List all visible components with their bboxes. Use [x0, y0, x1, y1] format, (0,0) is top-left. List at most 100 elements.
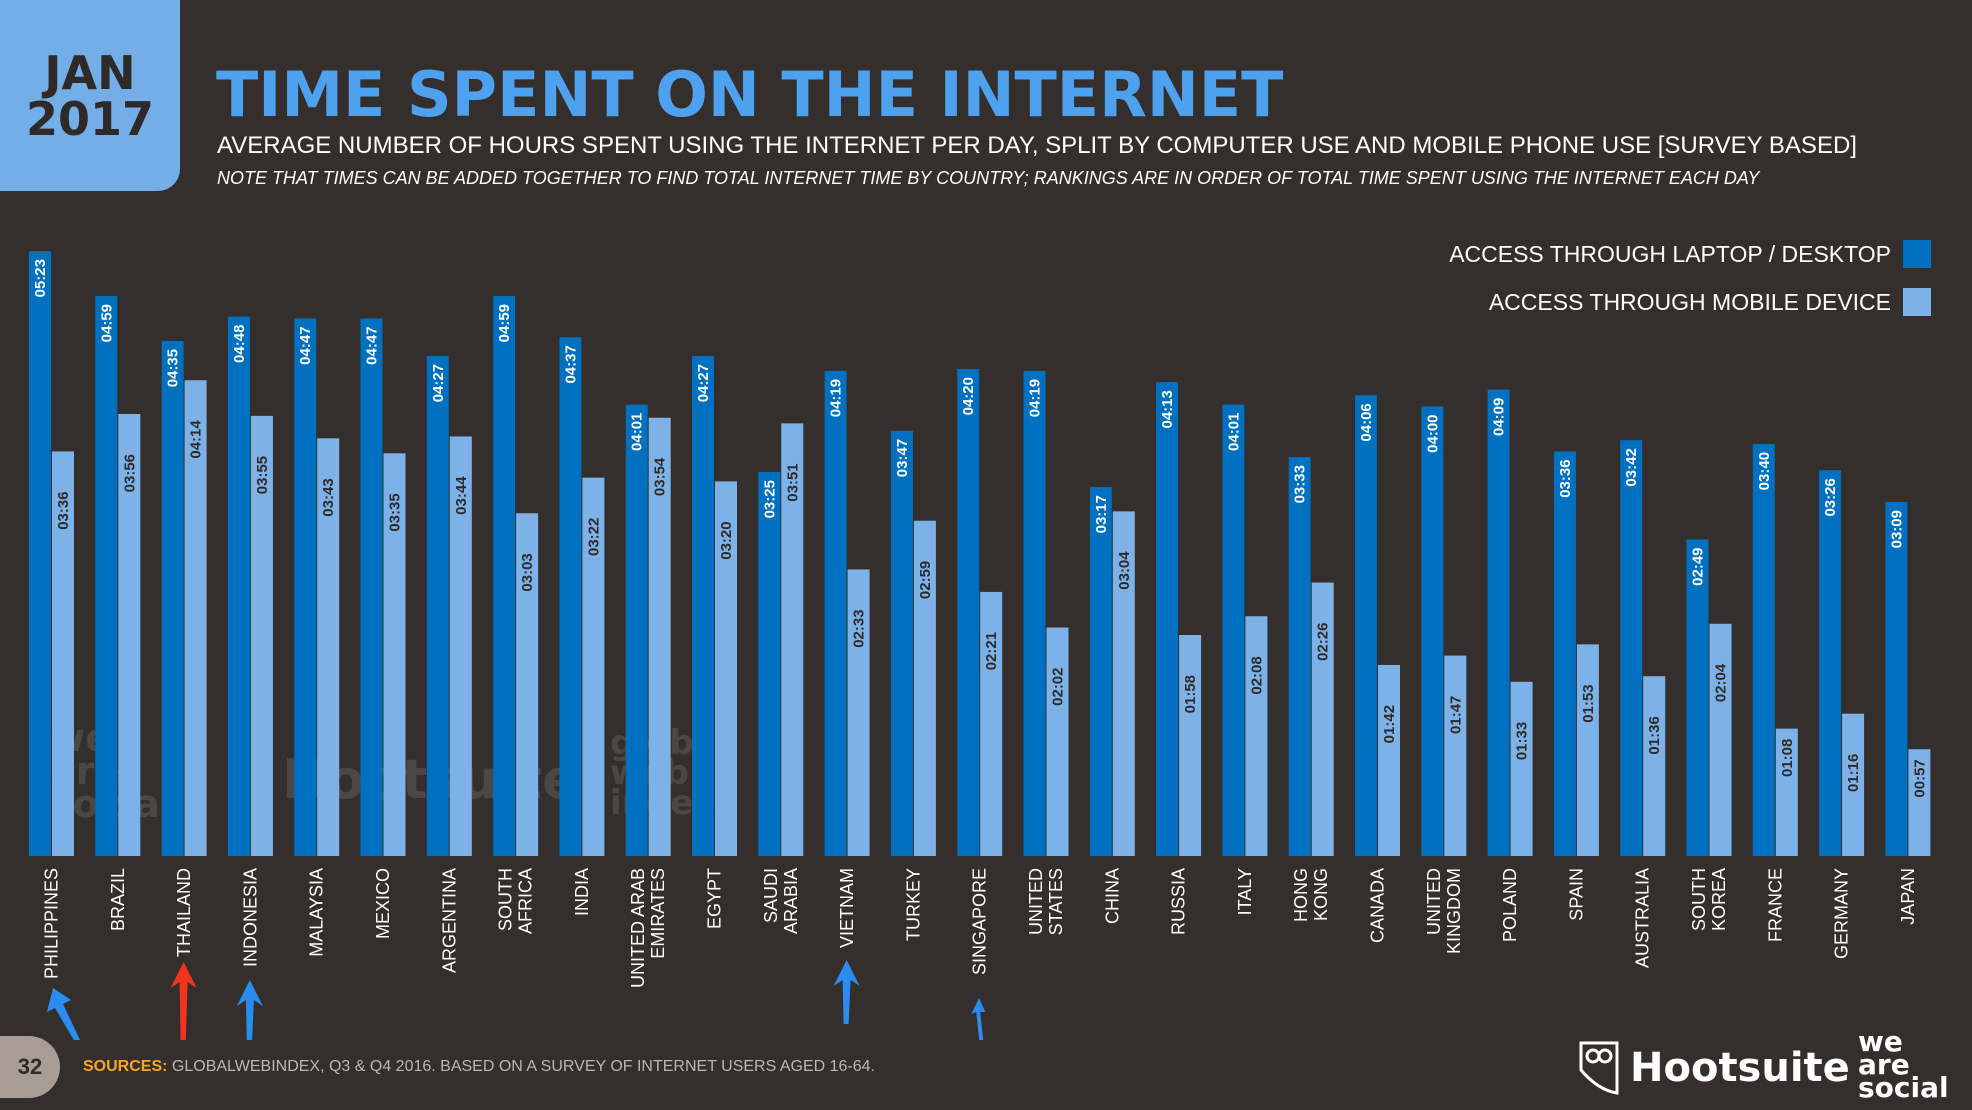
bar-desktop: [1553, 451, 1576, 856]
value-label-mobile: 02:59: [917, 561, 934, 599]
category-label: KONG: [1311, 868, 1331, 921]
value-label-mobile: 00:57: [1911, 759, 1928, 797]
sources-label: SOURCES:: [83, 1058, 168, 1075]
date-year: 2017: [25, 91, 155, 146]
bar-desktop: [1752, 443, 1775, 856]
legend-swatch-desktop: [1903, 240, 1931, 268]
value-label-desktop: 04:59: [496, 304, 513, 342]
value-label-mobile: 03:43: [320, 478, 337, 516]
red-arrow-icon: [170, 962, 197, 1040]
bar-desktop: [1885, 502, 1908, 856]
category-label: SINGAPORE: [970, 868, 990, 975]
value-label-desktop: 03:26: [1822, 478, 1839, 516]
bar-mobile: [1179, 634, 1202, 856]
bar-mobile: [1576, 644, 1599, 856]
category-label: THAILAND: [174, 868, 194, 957]
value-label-mobile: 01:16: [1845, 754, 1862, 792]
value-label-mobile: 03:54: [652, 457, 669, 496]
bar-desktop: [758, 472, 781, 856]
bar-mobile: [1444, 655, 1467, 856]
value-label-desktop: 04:48: [231, 325, 248, 363]
value-label-mobile: 02:33: [851, 609, 868, 647]
category-label: HONG: [1291, 868, 1311, 922]
category-label: UNITED ARAB: [628, 868, 648, 988]
value-label-desktop: 04:00: [1424, 414, 1441, 452]
owl-icon: [1579, 1041, 1619, 1095]
bar-mobile: [516, 513, 539, 856]
blue-arrow-icon: [236, 980, 263, 1040]
bar-desktop: [890, 430, 913, 856]
value-label-desktop: 03:33: [1292, 465, 1309, 503]
value-label-desktop: 03:47: [894, 439, 911, 477]
bar-mobile: [913, 520, 936, 856]
category-label: CANADA: [1368, 868, 1388, 943]
bar-mobile: [1046, 627, 1069, 856]
category-label: TURKEY: [903, 868, 923, 941]
bar-desktop: [559, 337, 582, 857]
category-label: POLAND: [1500, 868, 1520, 942]
value-label-mobile: 02:26: [1315, 623, 1332, 661]
value-label-mobile: 02:04: [1713, 663, 1730, 702]
legend-item-mobile: ACCESS THROUGH MOBILE DEVICE: [1489, 288, 1931, 316]
value-label-mobile: 02:21: [983, 632, 1000, 670]
bar-desktop: [161, 340, 184, 856]
bar-mobile: [1378, 664, 1400, 856]
legend-label-desktop: ACCESS THROUGH LAPTOP / DESKTOP: [1449, 240, 1891, 267]
bar-mobile: [582, 477, 605, 856]
category-label: MALAYSIA: [307, 868, 327, 957]
category-label: AUSTRALIA: [1633, 868, 1653, 968]
category-label: KOREA: [1709, 868, 1729, 931]
value-label-desktop: 03:42: [1623, 448, 1640, 486]
category-label: VIETNAM: [837, 868, 857, 948]
value-label-desktop: 04:01: [1225, 413, 1242, 451]
category-label: ITALY: [1235, 868, 1255, 915]
bar-mobile: [1245, 616, 1268, 856]
bar-mobile: [781, 423, 804, 856]
subtitle: AVERAGE NUMBER OF HOURS SPENT USING THE …: [217, 132, 1857, 159]
value-label-mobile: 02:08: [1248, 656, 1265, 694]
bar-mobile: [1709, 623, 1732, 856]
bar-mobile: [1510, 681, 1533, 856]
blue-arrow-icon: [47, 988, 81, 1040]
value-label-desktop: 04:13: [1159, 390, 1176, 428]
category-label: UNITED: [1026, 868, 1046, 935]
value-label-desktop: 04:59: [98, 304, 115, 342]
value-label-desktop: 04:47: [364, 326, 381, 364]
note: NOTE THAT TIMES CAN BE ADDED TOGETHER TO…: [217, 168, 1760, 188]
bar-desktop: [1686, 539, 1709, 856]
category-label: INDIA: [572, 868, 592, 916]
date-month: JAN: [44, 45, 136, 100]
bar-mobile: [1311, 582, 1334, 856]
category-label: STATES: [1046, 868, 1066, 935]
bar-desktop: [1355, 395, 1377, 856]
bar-mobile: [715, 481, 737, 856]
hootsuite-wordmark: Hootsuite: [1630, 1045, 1850, 1091]
bar-desktop: [957, 369, 980, 856]
bar-desktop: [294, 318, 317, 857]
category-label: UNITED: [1424, 868, 1444, 935]
value-label-mobile: 01:33: [1514, 722, 1531, 760]
bar-mobile: [118, 413, 141, 856]
bar-mobile: [1842, 713, 1865, 856]
value-label-mobile: 03:22: [585, 518, 602, 556]
category-label: EMIRATES: [648, 868, 668, 959]
value-label-desktop: 04:35: [165, 349, 182, 387]
category-label: MEXICO: [373, 868, 393, 939]
category-label: KINGDOM: [1444, 868, 1464, 954]
bar-desktop: [692, 355, 714, 856]
category-label: JAPAN: [1898, 868, 1918, 925]
hootsuite-logo: Hootsuite: [1578, 1040, 1850, 1096]
bar-desktop: [1089, 487, 1112, 856]
value-label-mobile: 01:08: [1779, 739, 1796, 777]
bar-desktop: [426, 355, 449, 856]
bar-mobile: [52, 451, 74, 856]
bar-mobile: [383, 453, 406, 856]
bar-desktop: [824, 370, 847, 856]
page-title: TIME SPENT ON THE INTERNET: [216, 58, 1284, 131]
bar-mobile: [184, 380, 207, 856]
value-label-desktop: 02:49: [1690, 547, 1707, 585]
bar-mobile: [648, 417, 671, 856]
bar-desktop: [360, 318, 383, 857]
category-label: SOUTH: [496, 868, 516, 931]
bar-desktop: [1156, 382, 1179, 856]
